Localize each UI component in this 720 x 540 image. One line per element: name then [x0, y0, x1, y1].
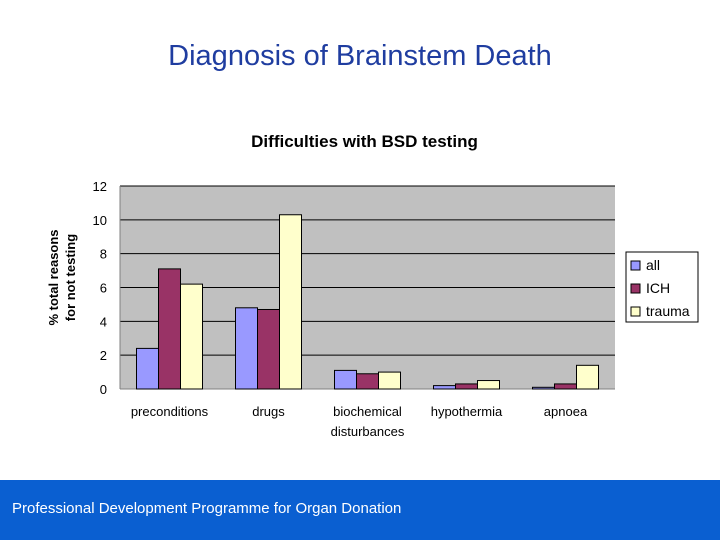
brainstem-chart: Difficulties with BSD testing 0 2 4 6 8 10 12 % …: [46, 132, 699, 439]
legend-label-trauma: trauma: [646, 303, 690, 319]
y-tick-label: 10: [93, 213, 107, 228]
x-tick-label: preconditions: [131, 404, 209, 419]
x-tick-label: apnoea: [544, 404, 588, 419]
legend-label-ich: ICH: [646, 280, 670, 296]
y-tick-label: 0: [100, 382, 107, 397]
bar-all: [433, 385, 456, 390]
bar-trauma: [477, 380, 500, 390]
bar-trauma: [180, 283, 203, 390]
bar-all: [136, 347, 159, 390]
x-tick-label: biochemical: [333, 404, 402, 419]
bar-ich: [257, 308, 280, 390]
x-tick-label: disturbances: [331, 424, 405, 439]
bar-trauma: [279, 214, 302, 390]
legend-swatch-ich: [630, 283, 641, 294]
bar-all: [532, 386, 555, 390]
bar-all: [235, 307, 258, 390]
bar-ich: [554, 383, 577, 390]
y-tick-label: 6: [100, 281, 107, 296]
bar-trauma: [378, 371, 401, 390]
y-axis-label: for not testing: [63, 234, 78, 321]
y-tick-label: 2: [100, 348, 107, 363]
slide-title: Diagnosis of Brainstem Death: [168, 40, 552, 72]
legend-swatch-trauma: [630, 306, 641, 317]
y-axis-label: % total reasons: [46, 229, 61, 325]
legend-label-all: all: [646, 257, 660, 273]
footer-bar: Professional Development Programme for O…: [0, 480, 720, 540]
footer-text: Professional Development Programme for O…: [12, 500, 402, 517]
bar-ich: [356, 373, 379, 390]
bar-trauma: [576, 364, 599, 390]
y-tick-label: 8: [100, 247, 107, 262]
y-tick-label: 4: [100, 314, 107, 329]
bar-ich: [455, 383, 478, 390]
bar-ich: [158, 268, 181, 390]
chart-title: Difficulties with BSD testing: [251, 132, 478, 151]
legend-swatch-all: [630, 260, 641, 271]
x-tick-label: drugs: [252, 404, 285, 419]
x-tick-label: hypothermia: [431, 404, 503, 419]
bar-all: [334, 369, 357, 390]
y-tick-label: 12: [93, 179, 107, 194]
